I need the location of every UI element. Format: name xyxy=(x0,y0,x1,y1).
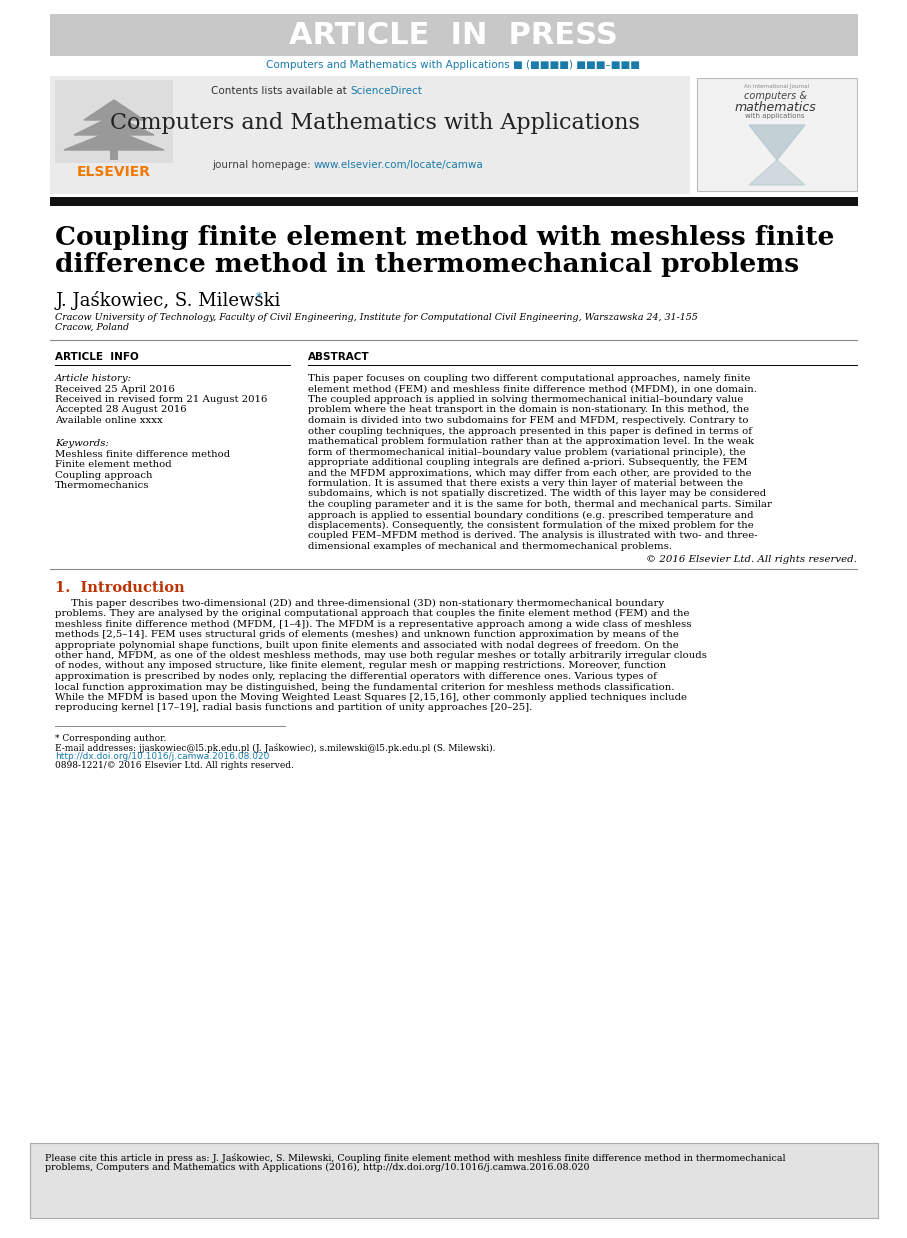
Text: Contents lists available at: Contents lists available at xyxy=(211,85,350,97)
Text: local function approximation may be distinguished, being the fundamental criteri: local function approximation may be dist… xyxy=(55,682,675,692)
Bar xyxy=(697,78,857,191)
Text: E-mail addresses: jjaskowiec@l5.pk.edu.pl (J. Jaśkowiec), s.milewski@l5.pk.edu.p: E-mail addresses: jjaskowiec@l5.pk.edu.p… xyxy=(55,743,495,753)
Text: mathematical problem formulation rather than at the approximation level. In the : mathematical problem formulation rather … xyxy=(308,437,754,446)
Text: journal homepage:: journal homepage: xyxy=(212,160,314,170)
Text: with applications: with applications xyxy=(746,113,805,119)
Text: mathematics: mathematics xyxy=(734,102,816,114)
Text: domain is divided into two subdomains for FEM and MFDM, respectively. Contrary t: domain is divided into two subdomains fo… xyxy=(308,416,748,425)
Text: subdomains, which is not spatially discretized. The width of this layer may be c: subdomains, which is not spatially discr… xyxy=(308,489,766,499)
Text: Please cite this article in press as: J. Jaśkowiec, S. Milewski, Coupling finite: Please cite this article in press as: J.… xyxy=(45,1153,785,1162)
Text: http://dx.doi.org/10.1016/j.camwa.2016.08.020: http://dx.doi.org/10.1016/j.camwa.2016.0… xyxy=(55,751,269,761)
Text: problems. They are analysed by the original computational approach that couples : problems. They are analysed by the origi… xyxy=(55,609,689,618)
Text: displacements). Consequently, the consistent formulation of the mixed problem fo: displacements). Consequently, the consis… xyxy=(308,521,754,530)
Text: * Corresponding author.: * Corresponding author. xyxy=(55,734,166,743)
Text: An International Journal: An International Journal xyxy=(745,84,810,89)
Text: 1.  Introduction: 1. Introduction xyxy=(55,581,185,594)
Polygon shape xyxy=(84,100,144,120)
Bar xyxy=(50,76,690,194)
Text: reproducing kernel [17–19], radial basis functions and partition of unity approa: reproducing kernel [17–19], radial basis… xyxy=(55,703,532,713)
Text: J. Jaśkowiec, S. Milewski: J. Jaśkowiec, S. Milewski xyxy=(55,291,280,310)
Text: Received 25 April 2016: Received 25 April 2016 xyxy=(55,385,175,394)
Text: ARTICLE  INFO: ARTICLE INFO xyxy=(55,352,139,361)
Text: appropriate polynomial shape functions, built upon finite elements and associate: appropriate polynomial shape functions, … xyxy=(55,640,678,650)
Text: approximation is prescribed by nodes only, replacing the differential operators : approximation is prescribed by nodes onl… xyxy=(55,672,657,681)
Text: Coupling approach: Coupling approach xyxy=(55,470,152,479)
Text: Received in revised form 21 August 2016: Received in revised form 21 August 2016 xyxy=(55,395,268,404)
Text: © 2016 Elsevier Ltd. All rights reserved.: © 2016 Elsevier Ltd. All rights reserved… xyxy=(646,555,857,563)
Polygon shape xyxy=(64,130,164,150)
Text: Coupling finite element method with meshless finite: Coupling finite element method with mesh… xyxy=(55,225,834,250)
Polygon shape xyxy=(749,125,805,160)
Text: This paper describes two-dimensional (2D) and three-dimensional (3D) non-station: This paper describes two-dimensional (2D… xyxy=(55,598,664,608)
Text: Available online xxxx: Available online xxxx xyxy=(55,416,162,425)
Text: Computers and Mathematics with Applications ■ (■■■■) ■■■–■■■: Computers and Mathematics with Applicati… xyxy=(267,59,640,71)
Text: This paper focuses on coupling two different computational approaches, namely fi: This paper focuses on coupling two diffe… xyxy=(308,374,750,383)
Text: and the MFDM approximations, which may differ from each other, are provided to t: and the MFDM approximations, which may d… xyxy=(308,468,752,478)
Text: problems, Computers and Mathematics with Applications (2016), http://dx.doi.org/: problems, Computers and Mathematics with… xyxy=(45,1162,590,1172)
Text: coupled FEM–MFDM method is derived. The analysis is illustrated with two- and th: coupled FEM–MFDM method is derived. The … xyxy=(308,531,757,541)
Text: approach is applied to essential boundary conditions (e.g. prescribed temperatur: approach is applied to essential boundar… xyxy=(308,510,754,520)
Text: Keywords:: Keywords: xyxy=(55,439,109,448)
Text: other coupling techniques, the approach presented in this paper is defined in te: other coupling techniques, the approach … xyxy=(308,427,752,436)
Bar xyxy=(30,1143,878,1218)
Text: form of thermomechanical initial–boundary value problem (variational principle),: form of thermomechanical initial–boundar… xyxy=(308,447,746,457)
Text: Cracow University of Technology, Faculty of Civil Engineering, Institute for Com: Cracow University of Technology, Faculty… xyxy=(55,313,697,322)
Text: ABSTRACT: ABSTRACT xyxy=(308,352,370,361)
Text: the coupling parameter and it is the same for both, thermal and mechanical parts: the coupling parameter and it is the sam… xyxy=(308,500,772,509)
Bar xyxy=(50,14,858,56)
Text: problem where the heat transport in the domain is non-stationary. In this method: problem where the heat transport in the … xyxy=(308,406,749,415)
Text: *: * xyxy=(256,291,262,305)
Bar xyxy=(110,149,118,160)
Text: of nodes, without any imposed structure, like finite element, regular mesh or ma: of nodes, without any imposed structure,… xyxy=(55,661,666,671)
Text: methods [2,5–14]. FEM uses structural grids of elements (meshes) and unknown fun: methods [2,5–14]. FEM uses structural gr… xyxy=(55,630,678,639)
Text: ARTICLE  IN  PRESS: ARTICLE IN PRESS xyxy=(289,21,618,51)
Bar xyxy=(55,80,173,163)
Text: Finite element method: Finite element method xyxy=(55,461,171,469)
Text: Cracow, Poland: Cracow, Poland xyxy=(55,323,129,332)
Text: www.elsevier.com/locate/camwa: www.elsevier.com/locate/camwa xyxy=(314,160,483,170)
Text: Meshless finite difference method: Meshless finite difference method xyxy=(55,449,230,458)
Text: Article history:: Article history: xyxy=(55,374,132,383)
Text: difference method in thermomechanical problems: difference method in thermomechanical pr… xyxy=(55,253,799,277)
Bar xyxy=(50,197,858,206)
Text: Thermomechanics: Thermomechanics xyxy=(55,482,150,490)
Text: appropriate additional coupling integrals are defined a-priori. Subsequently, th: appropriate additional coupling integral… xyxy=(308,458,747,467)
Polygon shape xyxy=(74,115,154,135)
Text: ScienceDirect: ScienceDirect xyxy=(350,85,422,97)
Text: Computers and Mathematics with Applications: Computers and Mathematics with Applicati… xyxy=(110,111,640,134)
Text: ELSEVIER: ELSEVIER xyxy=(77,165,151,180)
Text: The coupled approach is applied in solving thermomechanical initial–boundary val: The coupled approach is applied in solvi… xyxy=(308,395,744,404)
Text: computers &: computers & xyxy=(744,92,806,102)
Text: other hand, MFDM, as one of the oldest meshless methods, may use both regular me: other hand, MFDM, as one of the oldest m… xyxy=(55,651,707,660)
Text: While the MFDM is based upon the Moving Weighted Least Squares [2,15,16], other : While the MFDM is based upon the Moving … xyxy=(55,693,687,702)
Polygon shape xyxy=(749,160,805,184)
Text: formulation. It is assumed that there exists a very thin layer of material betwe: formulation. It is assumed that there ex… xyxy=(308,479,743,488)
Text: element method (FEM) and meshless finite difference method (MFDM), in one domain: element method (FEM) and meshless finite… xyxy=(308,385,757,394)
Text: meshless finite difference method (MFDM, [1–4]). The MFDM is a representative ap: meshless finite difference method (MFDM,… xyxy=(55,619,691,629)
Text: 0898-1221/© 2016 Elsevier Ltd. All rights reserved.: 0898-1221/© 2016 Elsevier Ltd. All right… xyxy=(55,761,294,770)
Text: Accepted 28 August 2016: Accepted 28 August 2016 xyxy=(55,406,187,415)
Text: dimensional examples of mechanical and thermomechanical problems.: dimensional examples of mechanical and t… xyxy=(308,542,672,551)
